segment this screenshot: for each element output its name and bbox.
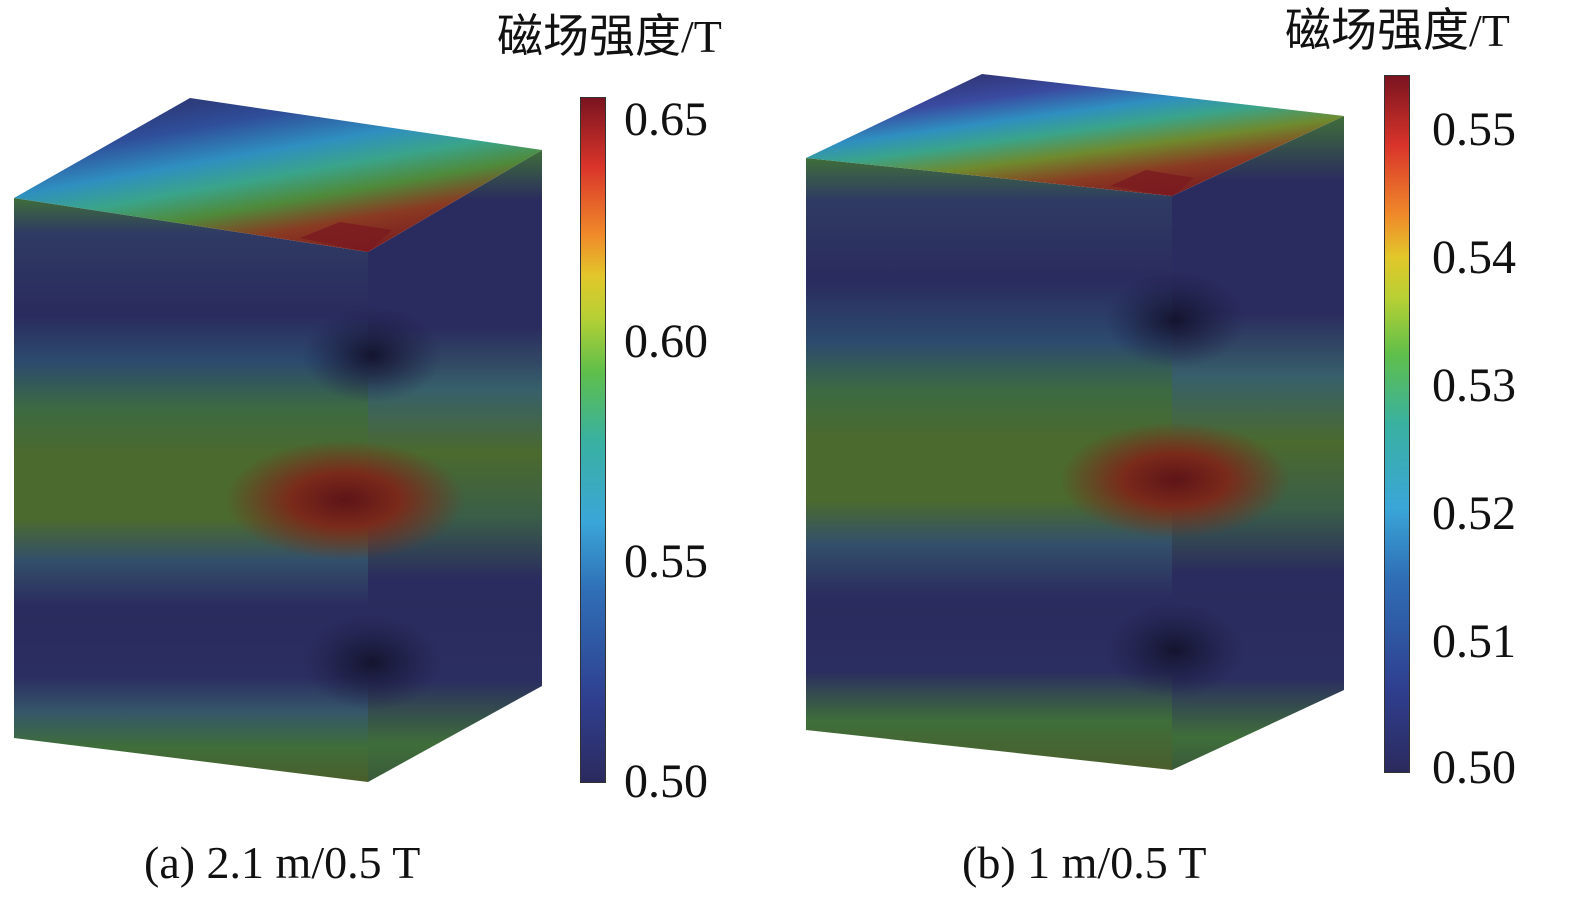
colorbar-a: [580, 97, 606, 783]
cube-b-cold-region-lower: [1105, 602, 1245, 698]
magnetic-field-cube-b: [806, 74, 1344, 770]
cube-b-front-face: [806, 158, 1172, 770]
colorbar-a-tick-3: 0.50: [624, 755, 708, 808]
panel-b: 磁场强度/T 0.55 0.54 0.53 0.52 0.51 0.50 (b)…: [790, 0, 1575, 906]
colorbar-a-tick-1: 0.60: [624, 315, 708, 368]
caption-b: (b) 1 m/0.5 T: [962, 837, 1207, 888]
colorbar-b-tick-1: 0.54: [1432, 231, 1516, 284]
colorbar-b-tick-3: 0.52: [1432, 487, 1516, 540]
colorbar-b-tick-2: 0.53: [1432, 359, 1516, 412]
colorbar-b-tick-5: 0.50: [1432, 741, 1516, 794]
cube-a-cold-region-upper: [302, 307, 442, 403]
colorbar-b-tick-0: 0.55: [1432, 103, 1516, 156]
colorbar-b-tick-4: 0.51: [1432, 615, 1516, 668]
caption-a: (a) 2.1 m/0.5 T: [144, 837, 421, 888]
cube-a-front-face: [14, 198, 368, 782]
cube-a-top-face: [14, 98, 542, 252]
colorbar-a-title: 磁场强度/T: [497, 11, 722, 62]
magnetic-field-cube-a: [14, 98, 542, 782]
colorbar-b-title: 磁场强度/T: [1285, 5, 1510, 56]
panel-a: 磁场强度/T 0.65 0.60 0.55 0.50 (a) 2.1 m/0.5…: [14, 11, 722, 888]
cube-b-top-hot-edge: [1110, 170, 1194, 196]
cube-a-cold-region-lower: [302, 614, 442, 710]
colorbar-a-tick-2: 0.55: [624, 535, 708, 588]
colorbar-a-tick-0: 0.65: [624, 93, 708, 146]
colorbar-b: [1384, 75, 1410, 773]
cube-b-hot-region: [1060, 422, 1290, 538]
cube-b-cold-region-upper: [1105, 272, 1245, 368]
cube-b-top-face: [806, 74, 1344, 196]
cube-a-hot-region: [225, 440, 465, 560]
cube-a-top-hot-edge: [300, 222, 392, 252]
